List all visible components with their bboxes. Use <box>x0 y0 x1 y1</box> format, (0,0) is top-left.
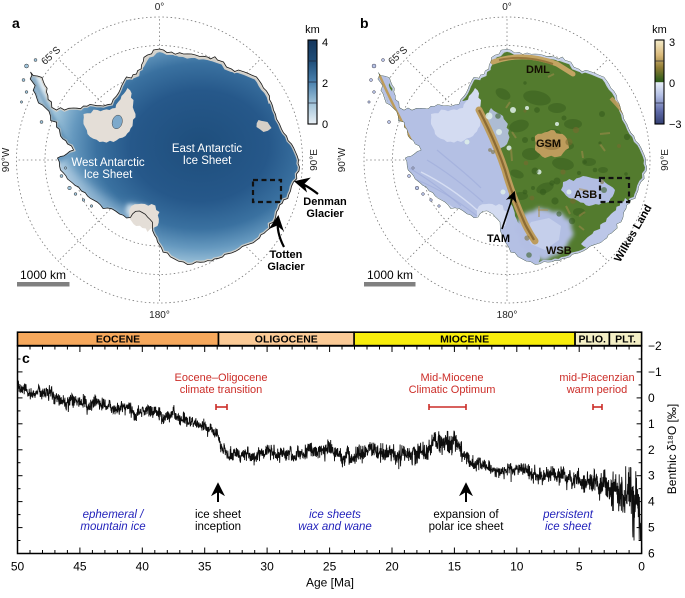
svg-text:15: 15 <box>448 560 462 574</box>
svg-text:expansion of: expansion of <box>433 509 499 521</box>
svg-text:ice sheet: ice sheet <box>545 521 592 533</box>
svg-text:TAM: TAM <box>487 233 510 245</box>
svg-text:3: 3 <box>648 469 655 483</box>
svg-text:mid-Piacenzian: mid-Piacenzian <box>559 372 634 384</box>
svg-text:climate transition: climate transition <box>180 384 263 396</box>
svg-text:WSB: WSB <box>546 245 572 257</box>
svg-text:PLT.: PLT. <box>615 333 636 345</box>
svg-text:180°: 180° <box>497 310 518 321</box>
svg-text:GSM: GSM <box>536 138 561 150</box>
svg-text:East Antarctic: East Antarctic <box>172 143 243 155</box>
svg-text:polar ice sheet: polar ice sheet <box>429 521 505 533</box>
svg-text:30: 30 <box>260 560 274 574</box>
svg-text:2: 2 <box>648 443 655 457</box>
svg-text:−3: −3 <box>669 119 682 131</box>
svg-text:6: 6 <box>648 547 655 561</box>
svg-text:0: 0 <box>669 78 675 90</box>
svg-text:PLIO.: PLIO. <box>578 333 606 345</box>
svg-text:40: 40 <box>136 560 150 574</box>
svg-text:b: b <box>360 15 369 31</box>
svg-text:Ice Sheet: Ice Sheet <box>183 155 232 167</box>
svg-text:DML: DML <box>526 64 550 76</box>
svg-text:ice sheets: ice sheets <box>309 509 361 521</box>
svg-text:−2: −2 <box>648 339 662 353</box>
svg-text:EOCENE: EOCENE <box>96 333 140 345</box>
svg-text:Totten: Totten <box>270 249 303 261</box>
svg-text:0: 0 <box>638 560 645 574</box>
svg-text:ASB: ASB <box>574 189 597 201</box>
svg-text:Climatic Optimum: Climatic Optimum <box>409 384 496 396</box>
svg-text:50: 50 <box>11 560 25 574</box>
svg-text:3: 3 <box>669 37 675 49</box>
svg-text:c: c <box>22 350 30 366</box>
svg-text:25: 25 <box>323 560 337 574</box>
svg-text:10: 10 <box>510 560 524 574</box>
svg-text:5: 5 <box>576 560 583 574</box>
svg-text:0: 0 <box>322 119 328 131</box>
svg-text:5: 5 <box>648 521 655 535</box>
svg-text:Benthic δ¹⁸O [‰]: Benthic δ¹⁸O [‰] <box>665 404 679 494</box>
svg-text:Ice Sheet: Ice Sheet <box>84 169 133 181</box>
svg-text:inception: inception <box>195 521 241 533</box>
svg-text:Age [Ma]: Age [Ma] <box>306 576 354 590</box>
svg-text:persistent: persistent <box>542 509 594 521</box>
svg-text:90°W: 90°W <box>337 147 348 172</box>
svg-text:a: a <box>12 15 20 31</box>
svg-text:90°E: 90°E <box>660 149 671 171</box>
svg-text:km: km <box>652 24 667 36</box>
svg-text:45: 45 <box>73 560 87 574</box>
svg-text:4: 4 <box>322 37 328 49</box>
svg-text:Eocene–Oligocene: Eocene–Oligocene <box>175 372 268 384</box>
svg-text:0°: 0° <box>155 2 165 13</box>
svg-text:20: 20 <box>385 560 399 574</box>
svg-text:180°: 180° <box>149 310 170 321</box>
svg-text:1: 1 <box>648 417 655 431</box>
svg-text:West Antarctic: West Antarctic <box>71 157 145 169</box>
svg-text:OLIGOCENE: OLIGOCENE <box>255 333 318 345</box>
svg-text:0°: 0° <box>502 2 512 13</box>
svg-text:Glacier: Glacier <box>267 261 305 273</box>
svg-text:35: 35 <box>198 560 212 574</box>
svg-text:0: 0 <box>648 391 655 405</box>
svg-text:km: km <box>305 24 320 36</box>
svg-text:−1: −1 <box>648 365 662 379</box>
svg-text:Denman: Denman <box>303 196 347 208</box>
svg-text:1000 km: 1000 km <box>367 268 413 282</box>
svg-text:Mid-Miocene: Mid-Miocene <box>421 372 484 384</box>
svg-text:ephemeral /: ephemeral / <box>83 509 146 521</box>
svg-text:2: 2 <box>322 78 328 90</box>
svg-text:1000 km: 1000 km <box>20 268 66 282</box>
svg-text:4: 4 <box>648 495 655 509</box>
svg-text:ice sheet: ice sheet <box>195 509 242 521</box>
svg-text:mountain ice: mountain ice <box>80 521 145 533</box>
svg-text:90°W: 90°W <box>1 147 12 172</box>
svg-text:90°E: 90°E <box>309 149 320 171</box>
svg-text:Glacier: Glacier <box>306 208 344 220</box>
svg-text:warm period: warm period <box>566 384 628 396</box>
svg-text:wax and wane: wax and wane <box>298 521 372 533</box>
svg-text:MIOCENE: MIOCENE <box>440 333 489 345</box>
